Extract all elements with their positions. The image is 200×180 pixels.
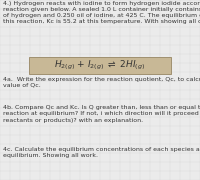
Text: 4b. Compare Qc and Kc. Is Q greater than, less than or equal to K? Is the
reacti: 4b. Compare Qc and Kc. Is Q greater than…: [3, 105, 200, 123]
Text: $H_{2(g)}$ + $I_{2(g)}$ $\rightleftharpoons$ $2HI_{(g)}$: $H_{2(g)}$ + $I_{2(g)}$ $\rightleftharpo…: [54, 59, 146, 72]
Text: 4.) Hydrogen reacts with iodine to form hydrogen iodide according to the
reactio: 4.) Hydrogen reacts with iodine to form …: [3, 1, 200, 24]
Text: 4a.  Write the expression for the reaction quotient, Qc, to calculate the
value : 4a. Write the expression for the reactio…: [3, 76, 200, 88]
Text: 4c. Calculate the equilibrium concentrations of each species at
equilibrium. Sho: 4c. Calculate the equilibrium concentrat…: [3, 147, 200, 158]
FancyBboxPatch shape: [29, 57, 171, 74]
